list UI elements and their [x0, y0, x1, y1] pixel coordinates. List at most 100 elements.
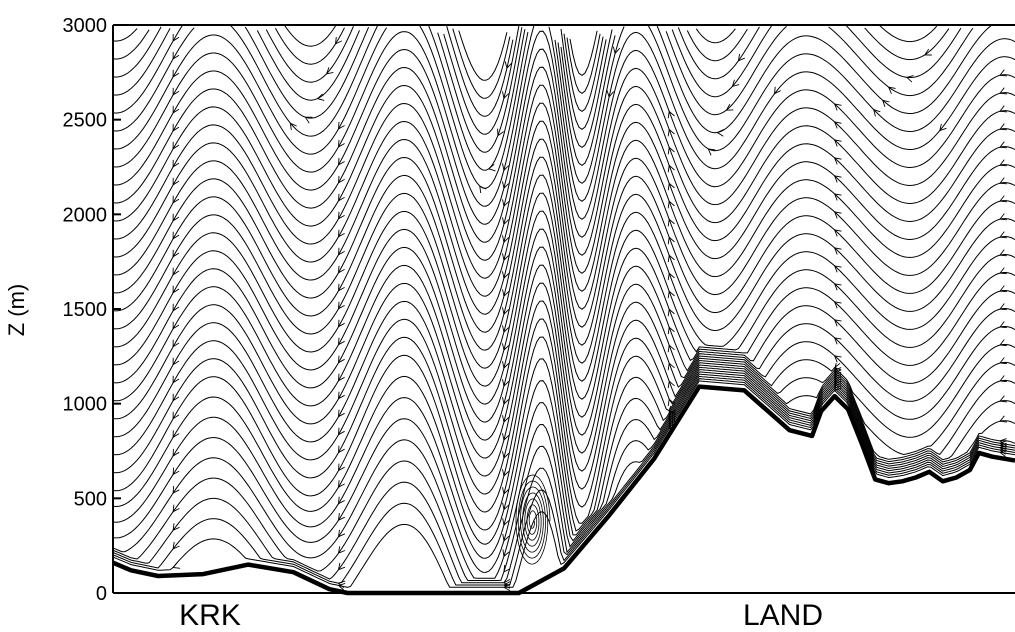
streamline	[112, 28, 171, 96]
streamline-arrow	[999, 440, 1007, 448]
streamline-arrow	[502, 325, 510, 333]
streamline	[112, 210, 1015, 405]
streamline	[554, 26, 625, 184]
streamline-arrow	[172, 448, 180, 457]
streamline-arrow	[337, 463, 345, 472]
streamline-arrow	[502, 271, 510, 280]
streamline-arrow	[337, 319, 345, 328]
streamline-arrow	[833, 211, 842, 219]
streamline-arrow	[172, 339, 180, 348]
streamline-arrow	[999, 177, 1007, 185]
streamline-arrow	[502, 217, 510, 226]
streamline-arrow	[999, 267, 1007, 275]
streamline	[112, 28, 138, 42]
streamline	[428, 25, 526, 171]
streamline	[112, 26, 162, 78]
streamline-arrow	[172, 123, 180, 132]
streamline-arrow	[504, 61, 513, 70]
streamline-arrow	[999, 231, 1007, 239]
streamline-arrow	[999, 105, 1007, 113]
streamline-arrow	[667, 308, 675, 317]
streamline-arrow	[172, 267, 180, 276]
streamline	[647, 25, 1015, 152]
streamline-arrow	[172, 486, 180, 494]
streamline	[112, 375, 1015, 584]
streamline-arrow	[833, 319, 842, 327]
streamline	[112, 30, 1015, 225]
streamline-arrow	[479, 185, 487, 194]
streamline-arrow	[172, 105, 180, 114]
streamline-arrow	[304, 116, 313, 124]
streamline-arrow	[172, 467, 180, 476]
streamline-arrow	[503, 564, 511, 573]
streamline	[112, 25, 183, 114]
streamline	[112, 27, 388, 155]
streamline-arrow	[833, 283, 842, 291]
streamline-arrow	[667, 110, 675, 119]
streamline-arrow	[337, 355, 345, 364]
streamline-arrow	[667, 236, 675, 245]
streamline	[112, 25, 535, 207]
streamline-arrow	[502, 289, 510, 298]
streamline-arrow	[172, 177, 180, 186]
streamline-arrow	[172, 51, 180, 60]
streamline-arrow	[337, 427, 345, 436]
streamline-arrow	[337, 580, 346, 589]
streamline-arrows	[172, 33, 1007, 592]
streamline-arrow	[502, 235, 510, 244]
streamline-arrow	[337, 373, 345, 382]
streamline-arrow	[172, 303, 180, 312]
streamline-arrow	[334, 36, 342, 45]
streamline-arrow	[172, 249, 180, 258]
streamline-arrow	[502, 163, 510, 172]
streamline	[112, 192, 1015, 387]
streamline-arrow	[667, 326, 675, 335]
eddy-spiral	[515, 474, 551, 565]
streamline	[828, 26, 974, 97]
streamline-arrow	[502, 361, 510, 370]
streamline	[557, 35, 616, 167]
streamline-arrow	[999, 375, 1007, 383]
streamline-arrow	[172, 411, 180, 420]
streamline	[112, 102, 1015, 297]
streamline	[112, 246, 1015, 441]
streamline	[112, 282, 1015, 477]
streamline-arrow	[337, 409, 345, 418]
streamline-arrow	[337, 529, 346, 538]
streamline	[548, 26, 1015, 202]
streamline	[446, 25, 514, 117]
streamline-arrow	[999, 339, 1007, 347]
streamline	[879, 25, 938, 43]
streamline-arrow	[337, 211, 345, 220]
streamline-arrow	[337, 301, 345, 310]
streamline-arrow	[667, 218, 675, 227]
streamline-arrow	[502, 433, 510, 442]
streamline-arrow	[833, 157, 842, 165]
streamline-arrow	[999, 415, 1007, 423]
y-tick-label: 500	[74, 488, 107, 510]
streamline-arrow	[172, 285, 180, 294]
streamline-arrow	[337, 229, 345, 238]
streamline-arrow	[999, 87, 1007, 95]
streamline-arrow	[337, 157, 345, 166]
streamline	[665, 26, 787, 116]
streamline-arrow	[172, 430, 180, 439]
streamline	[443, 25, 520, 135]
streamline-arrow	[502, 415, 510, 424]
streamline-arrow	[999, 195, 1007, 203]
streamline-arrow	[773, 86, 781, 95]
streamline	[112, 318, 1015, 513]
streamline	[846, 25, 962, 79]
streamline-arrow	[905, 75, 914, 83]
streamline-arrow	[999, 438, 1007, 446]
streamline-arrow	[172, 561, 181, 569]
region-label-krk: KRK	[179, 599, 241, 632]
streamline-arrow	[502, 518, 510, 527]
streamline-arrow	[667, 398, 675, 407]
streamline-arrow	[487, 163, 496, 172]
streamline-arrow	[999, 213, 1007, 221]
streamlines	[112, 24, 1015, 588]
streamline-arrow	[289, 122, 297, 131]
streamline-arrow	[502, 181, 510, 190]
streamline	[244, 26, 370, 119]
